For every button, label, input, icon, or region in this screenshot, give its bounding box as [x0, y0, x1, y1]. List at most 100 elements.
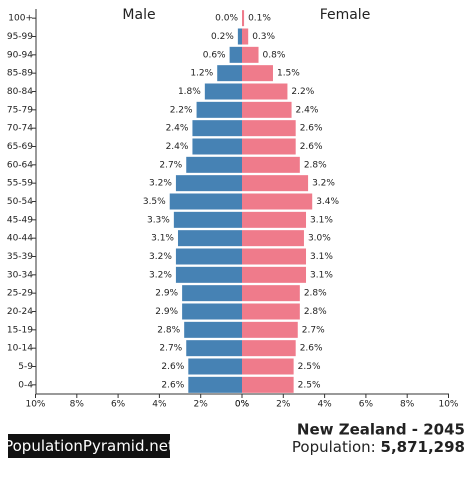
value-label: 2.6%	[161, 362, 184, 372]
y-tick-label: 40-44	[7, 234, 33, 244]
value-label: 2.4%	[296, 105, 319, 115]
bar	[177, 230, 242, 247]
bar	[186, 340, 242, 357]
value-label: 3.0%	[308, 234, 331, 244]
value-label: 0.0%	[215, 14, 238, 24]
x-tick-label: 2%	[276, 400, 291, 410]
value-label: 3.3%	[147, 215, 170, 225]
bar	[242, 376, 294, 393]
bar	[182, 285, 242, 302]
bar	[242, 120, 296, 137]
y-tick-label: 100+	[8, 14, 33, 24]
value-label: 2.6%	[161, 380, 184, 390]
bar	[188, 358, 242, 375]
x-tick-label: 8%	[400, 400, 415, 410]
value-label: 3.1%	[310, 270, 333, 280]
value-label: 2.6%	[300, 142, 323, 152]
bar	[192, 120, 242, 137]
bar	[242, 358, 294, 375]
y-tick-label: 60-64	[7, 160, 33, 170]
y-tick-label: 95-99	[7, 32, 33, 42]
value-label: 2.8%	[304, 307, 327, 317]
bar	[204, 83, 242, 100]
y-tick-label: 35-39	[7, 252, 33, 262]
bar	[175, 248, 242, 265]
bar	[242, 175, 309, 192]
value-label: 2.4%	[166, 124, 189, 134]
x-tick-label: 10%	[438, 400, 458, 410]
value-label: 2.2%	[170, 105, 193, 115]
value-label: 3.5%	[143, 197, 166, 207]
bar	[242, 340, 296, 357]
value-label: 3.2%	[312, 179, 335, 189]
value-label: 0.1%	[248, 14, 271, 24]
value-label: 2.9%	[155, 307, 178, 317]
bar	[242, 285, 300, 302]
legend-label: Male	[122, 7, 155, 23]
population-line: Population: 5,871,298	[292, 438, 465, 456]
y-tick-label: 15-19	[7, 325, 33, 335]
bar	[173, 211, 242, 228]
bar	[169, 193, 242, 210]
population-label: Population:	[292, 438, 376, 456]
bar	[186, 156, 242, 173]
x-tick-label: 4%	[317, 400, 332, 410]
value-label: 3.4%	[316, 197, 339, 207]
value-label: 0.2%	[211, 32, 234, 42]
bar	[184, 321, 242, 338]
y-tick-label: 50-54	[7, 197, 33, 207]
x-tick-label: 0%	[235, 400, 250, 410]
bar	[242, 46, 259, 63]
bar	[217, 65, 242, 82]
value-label: 2.5%	[298, 362, 321, 372]
bar	[242, 28, 249, 45]
y-tick-label: 90-94	[7, 50, 33, 60]
bar	[242, 138, 296, 155]
bar	[192, 138, 242, 155]
y-tick-label: 0-4	[18, 380, 33, 390]
value-label: 0.8%	[263, 50, 286, 60]
bar	[237, 28, 242, 45]
y-tick-label: 30-34	[7, 270, 33, 280]
brand: PopulationPyramid.net	[4, 437, 174, 455]
value-label: 1.2%	[190, 69, 213, 79]
value-label: 0.6%	[203, 50, 226, 60]
population-value: 5,871,298	[381, 438, 465, 456]
bar	[242, 211, 307, 228]
x-tick-label: 8%	[70, 400, 85, 410]
value-label: 3.2%	[149, 252, 172, 262]
bar	[242, 266, 307, 283]
y-tick-label: 45-49	[7, 215, 33, 225]
chart-title: New Zealand - 2045	[297, 421, 465, 439]
bar	[175, 175, 242, 192]
value-label: 2.7%	[159, 344, 182, 354]
bar	[242, 193, 313, 210]
y-tick-label: 65-69	[7, 142, 33, 152]
y-tick-label: 20-24	[7, 307, 33, 317]
x-tick-label: 2%	[194, 400, 209, 410]
x-tick-label: 6%	[359, 400, 374, 410]
y-tick-label: 85-89	[7, 69, 33, 79]
value-label: 0.3%	[252, 32, 275, 42]
bar	[242, 230, 304, 247]
bar	[242, 248, 307, 265]
brand-box	[8, 434, 170, 458]
value-label: 2.7%	[159, 160, 182, 170]
value-label: 3.2%	[149, 179, 172, 189]
y-tick-label: 5-9	[18, 362, 33, 372]
bar	[175, 266, 242, 283]
value-label: 2.8%	[304, 289, 327, 299]
bar	[242, 303, 300, 320]
y-tick-label: 80-84	[7, 87, 33, 97]
y-tick-label: 25-29	[7, 289, 33, 299]
value-label: 2.8%	[157, 325, 180, 335]
bar	[196, 101, 242, 118]
bar	[242, 10, 245, 27]
value-label: 2.5%	[298, 380, 321, 390]
value-label: 3.1%	[151, 234, 174, 244]
x-tick-label: 4%	[152, 400, 167, 410]
x-tick-label: 0%	[235, 400, 250, 410]
y-tick-label: 55-59	[7, 179, 33, 189]
bar	[242, 321, 298, 338]
